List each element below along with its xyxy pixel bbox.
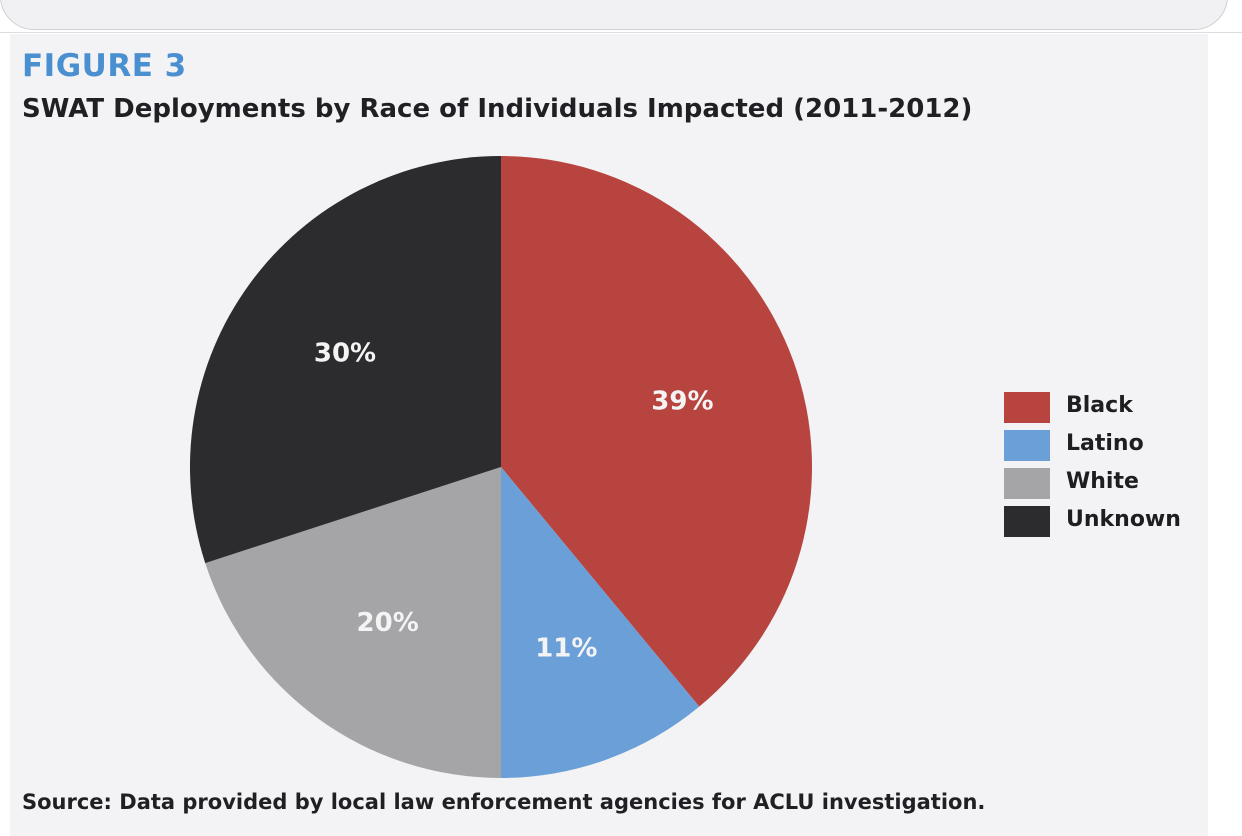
pie-label-latino: 11%	[535, 633, 597, 663]
legend-label-latino: Latino	[1066, 431, 1144, 456]
browser-top-strip	[0, 0, 1242, 33]
source-note: Source: Data provided by local law enfor…	[22, 790, 986, 814]
pie-slices	[189, 156, 812, 778]
legend-item-latino: Latino	[1004, 428, 1204, 466]
legend-label-white: White	[1066, 469, 1139, 494]
pie-chart: 39% 11% 20% 30%	[189, 156, 812, 778]
legend-item-black: Black	[1004, 390, 1204, 428]
chart-title: SWAT Deployments by Race of Individuals …	[22, 94, 973, 124]
figure-label: FIGURE 3	[22, 48, 187, 84]
pie-slice-labels: 39% 11% 20% 30%	[314, 339, 714, 664]
pie-label-unknown: 30%	[314, 339, 376, 369]
legend-swatch-unknown	[1004, 506, 1050, 537]
pie-label-black: 39%	[651, 387, 713, 417]
figure-card: FIGURE 3 SWAT Deployments by Race of Ind…	[10, 34, 1208, 836]
address-bar[interactable]	[0, 0, 1228, 30]
legend-item-white: White	[1004, 466, 1204, 504]
pie-slice-latino	[501, 467, 700, 778]
pie-slice-black	[501, 156, 812, 707]
legend-swatch-white	[1004, 468, 1050, 499]
legend-item-unknown: Unknown	[1004, 504, 1204, 542]
legend-swatch-latino	[1004, 430, 1050, 461]
pie-label-white: 20%	[357, 608, 419, 638]
top-divider	[0, 32, 1242, 33]
pie-slice-white	[205, 467, 501, 778]
legend-label-black: Black	[1066, 393, 1133, 418]
chart-legend: Black Latino White Unknown	[1004, 390, 1204, 542]
legend-label-unknown: Unknown	[1066, 507, 1181, 532]
legend-swatch-black	[1004, 392, 1050, 423]
pie-slice-unknown	[189, 156, 501, 564]
